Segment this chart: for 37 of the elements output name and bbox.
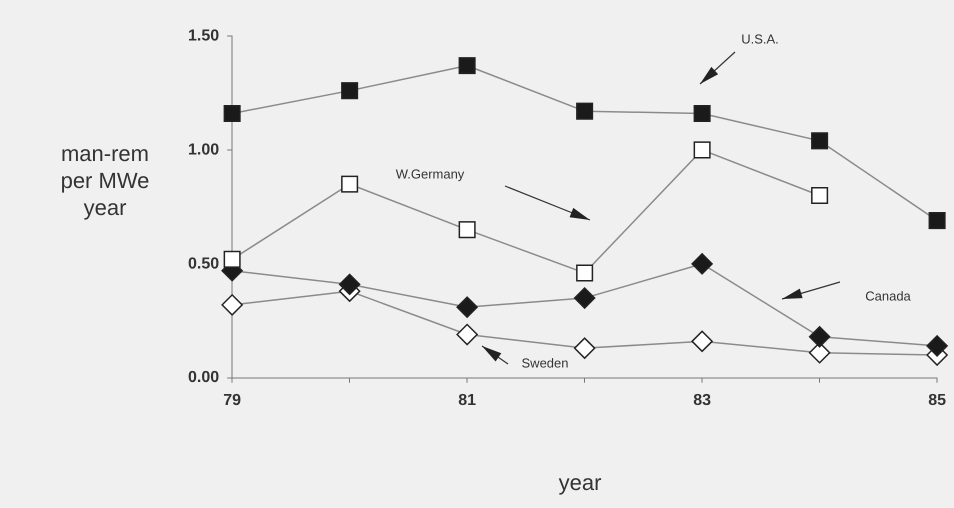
point: [341, 82, 358, 100]
point: [691, 253, 713, 275]
text: U.S.A.: [741, 32, 779, 47]
y-tick-label: 0.50: [188, 255, 220, 272]
y-tick-label: 1.50: [188, 27, 220, 44]
point: [224, 104, 241, 122]
y-tick-label: 1.00: [188, 141, 220, 158]
point: [338, 274, 360, 296]
point: [926, 335, 948, 357]
x-tick-label: 85: [928, 392, 946, 409]
x-tick-label: 83: [693, 392, 712, 409]
point: [456, 296, 478, 318]
point: [811, 186, 828, 204]
point: [811, 132, 828, 150]
point: [808, 326, 830, 348]
x-tick-label: 81: [458, 392, 476, 409]
x-axis-title: year: [558, 470, 602, 496]
point: [456, 324, 478, 346]
point: [694, 141, 711, 158]
text: Canada: [865, 288, 912, 304]
point: [574, 287, 596, 309]
point: [458, 221, 476, 238]
point: [458, 57, 476, 74]
point: [224, 250, 241, 268]
point: [694, 104, 711, 122]
point: [341, 176, 358, 193]
series-label: Sweden: [522, 356, 568, 371]
point: [221, 294, 243, 316]
y-tick-label: 0.00: [188, 369, 220, 386]
point: [574, 337, 596, 359]
point: [928, 212, 946, 230]
y-axis-title: man-rem per MWe year: [60, 140, 150, 221]
series-label: W.Germany: [396, 166, 465, 182]
x-tick-label: 79: [223, 392, 242, 409]
point: [691, 330, 713, 352]
point: [576, 102, 594, 120]
point: [576, 264, 594, 282]
